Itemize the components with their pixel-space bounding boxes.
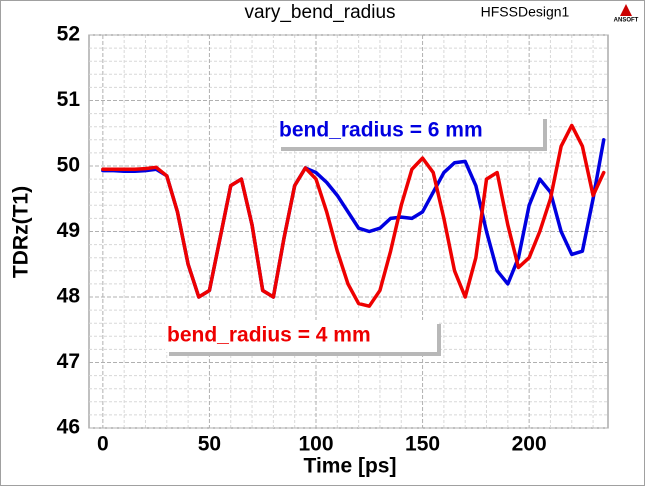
series-line	[101, 123, 606, 308]
series-annotation: bend_radius = 4 mm	[167, 324, 371, 347]
x-tick-label: 50	[198, 433, 221, 456]
x-tick-label: 100	[298, 433, 333, 456]
x-tick-label: 0	[97, 433, 109, 456]
y-tick-label: 50	[57, 154, 80, 177]
grid	[89, 34, 608, 429]
y-axis-label: TDRz(T1)	[10, 186, 33, 278]
chart-title: vary_bend_radius	[244, 2, 395, 23]
annotations: bend_radius = 6 mm bend_radius = 4 mm	[165, 115, 547, 356]
y-tick-label: 51	[57, 88, 81, 111]
y-tick-label: 47	[57, 350, 80, 373]
labels: 0 50 100 150 200 46 47 48 49 50 51 52	[57, 23, 547, 456]
x-tick-label: 150	[405, 433, 440, 456]
series-annotation: bend_radius = 6 mm	[279, 119, 483, 142]
lines	[101, 123, 606, 308]
annotation-box	[277, 115, 543, 147]
y-tick-label: 46	[57, 416, 80, 439]
annotation-box	[165, 320, 437, 352]
logo-text: ANSOFT	[614, 18, 639, 24]
logo-mark	[620, 4, 632, 16]
y-tick-label: 52	[57, 23, 80, 46]
x-axis-label: Time [ps]	[304, 455, 397, 478]
design-name: HFSSDesign1	[481, 4, 570, 20]
y-tick-label: 48	[57, 285, 81, 308]
x-tick-label: 200	[512, 433, 547, 456]
y-tick-label: 49	[57, 219, 80, 242]
